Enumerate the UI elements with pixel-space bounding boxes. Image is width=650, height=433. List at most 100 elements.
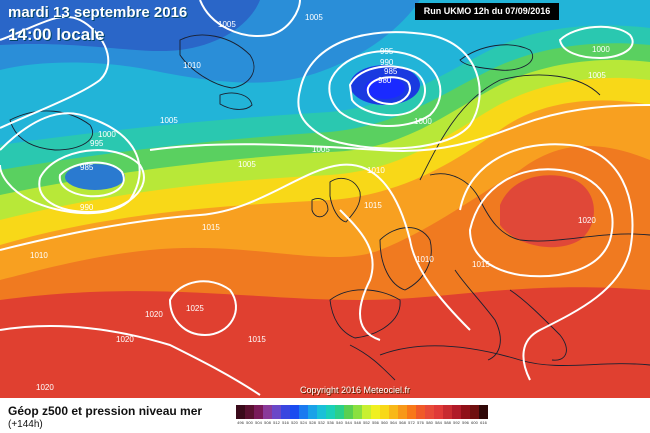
color-scale-tick: 600	[471, 420, 478, 425]
color-scale-tick: 532	[318, 420, 325, 425]
copyright-text: Copyright 2016 Meteociel.fr	[300, 385, 411, 395]
color-scale-tick: 508	[264, 420, 271, 425]
isobar-label: 1020	[578, 216, 596, 225]
isobar-label: 985	[384, 67, 398, 76]
color-scale-tick: 560	[381, 420, 388, 425]
color-scale-tick: 540	[336, 420, 343, 425]
color-swatch	[254, 405, 263, 419]
zone-red-south	[0, 287, 650, 398]
color-scale-tick: 556	[372, 420, 379, 425]
color-swatch	[389, 405, 398, 419]
weather-map: 1005 1010 1005 1000 995 985 990 1005 101…	[0, 0, 650, 398]
color-swatch	[272, 405, 281, 419]
isobar-label: 1005	[312, 145, 330, 154]
color-swatch	[245, 405, 254, 419]
color-scale-tick: 576	[417, 420, 424, 425]
color-scale-tick: 504	[255, 420, 262, 425]
isobar-label: 1020	[36, 383, 54, 392]
color-swatch	[452, 405, 461, 419]
color-scale-tick: 496	[237, 420, 244, 425]
color-scale-tick: 544	[345, 420, 352, 425]
color-scale-tick: 596	[462, 420, 469, 425]
isobar-label: 1010	[367, 166, 385, 175]
isobar-label: 980	[378, 76, 392, 85]
color-swatch	[353, 405, 362, 419]
isobar-label: 1005	[160, 116, 178, 125]
map-canvas: 1005 1010 1005 1000 995 985 990 1005 101…	[0, 0, 650, 398]
isobar-label: 1020	[145, 310, 163, 319]
color-swatch	[290, 405, 299, 419]
forecast-time: 14:00 locale	[8, 25, 105, 44]
legend-subtitle: (+144h)	[8, 419, 43, 430]
color-swatch	[326, 405, 335, 419]
low-core-atlantic	[65, 164, 125, 190]
isobar-label: 995	[90, 139, 104, 148]
isobar-label: 1015	[248, 335, 266, 344]
color-scale-tick: 616	[480, 420, 487, 425]
color-scale-tick: 500	[246, 420, 253, 425]
color-swatch	[380, 405, 389, 419]
color-swatch	[371, 405, 380, 419]
color-swatch	[335, 405, 344, 419]
isobar-label: 1010	[30, 251, 48, 260]
color-scale-tick: 584	[435, 420, 442, 425]
zone-deep-sky	[0, 0, 260, 52]
isobar-label: 985	[80, 163, 94, 172]
color-scale-tick: 572	[408, 420, 415, 425]
color-swatch	[425, 405, 434, 419]
color-swatch	[281, 405, 290, 419]
isobar-label: 1005	[218, 20, 236, 29]
isobar-label: 1000	[592, 45, 610, 54]
isobar-label: 990	[380, 58, 394, 67]
isobar-label: 1005	[588, 71, 606, 80]
color-swatch	[362, 405, 371, 419]
color-swatch	[398, 405, 407, 419]
zone-red-centre	[500, 175, 594, 248]
color-scale-tick: 512	[273, 420, 280, 425]
color-scale-tick: 568	[399, 420, 406, 425]
isobar-label: 990	[80, 203, 94, 212]
color-swatch	[317, 405, 326, 419]
color-swatch	[434, 405, 443, 419]
color-scale-tick: 528	[309, 420, 316, 425]
isobar-label: 1010	[183, 61, 201, 70]
legend-title: Géop z500 et pression niveau mer	[8, 404, 203, 418]
color-scale-tick: 520	[291, 420, 298, 425]
isobar-label: 1000	[98, 130, 116, 139]
color-scale-tick: 564	[390, 420, 397, 425]
low-core-norway-inner	[365, 77, 405, 99]
color-scale-tick: 548	[354, 420, 361, 425]
isobar-label: 1025	[186, 304, 204, 313]
isobar-label: 1015	[472, 260, 490, 269]
color-scale-tick: 588	[444, 420, 451, 425]
color-swatch	[344, 405, 353, 419]
color-scale-tick: 516	[282, 420, 289, 425]
forecast-date: mardi 13 septembre 2016	[8, 4, 188, 21]
color-swatch	[461, 405, 470, 419]
color-scale-ticks: 496 500 504 508 512 516 520 524 528 532 536 540 544 5…	[236, 420, 488, 430]
isobar-label: 1005	[238, 160, 256, 169]
color-scale-tick: 536	[327, 420, 334, 425]
color-scale-tick: 524	[300, 420, 307, 425]
color-swatch	[308, 405, 317, 419]
color-swatch	[443, 405, 452, 419]
color-scale-tick: 592	[453, 420, 460, 425]
color-scale-bar	[236, 405, 488, 419]
isobar-label: 995	[380, 47, 394, 56]
isobar-label: 1000	[414, 117, 432, 126]
color-swatch	[236, 405, 245, 419]
color-swatch	[470, 405, 479, 419]
color-scale-tick: 552	[363, 420, 370, 425]
color-swatch	[407, 405, 416, 419]
run-info-box: Run UKMO 12h du 07/09/2016	[415, 3, 559, 20]
isobar-label: 1015	[202, 223, 220, 232]
color-swatch	[299, 405, 308, 419]
color-swatch	[479, 405, 488, 419]
isobar-label: 1010	[416, 255, 434, 264]
color-swatch	[416, 405, 425, 419]
isobar-label: 1005	[305, 13, 323, 22]
isobars	[0, 0, 650, 396]
isobar-label: 1015	[364, 201, 382, 210]
isobar-labels: 1005 1010 1005 1000 995 985 990 1005 101…	[30, 13, 610, 392]
